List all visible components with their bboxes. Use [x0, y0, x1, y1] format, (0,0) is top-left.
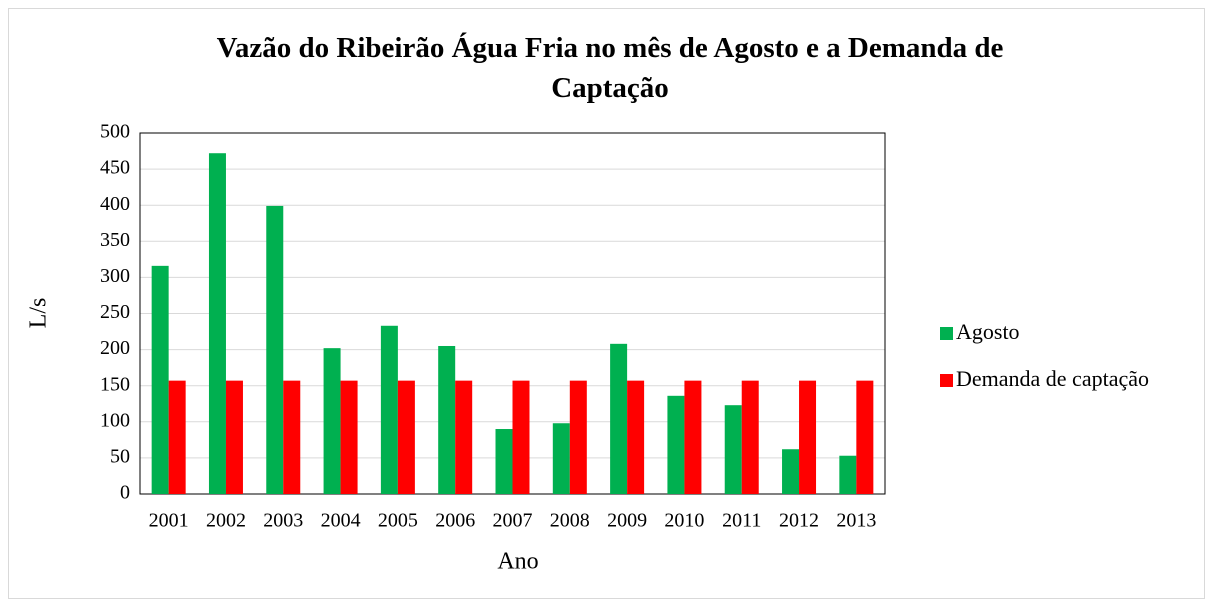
x-tick-label: 2001 [149, 510, 189, 532]
y-tick-label: 0 [120, 482, 130, 504]
bar [151, 265, 169, 494]
bar [438, 345, 456, 494]
y-axis-label: L/s [26, 298, 52, 329]
x-tick-label: 2012 [779, 510, 819, 532]
bar [610, 343, 628, 494]
bar [323, 348, 341, 494]
legend-label: Agosto [956, 319, 1020, 344]
x-tick-label: 2002 [206, 510, 246, 532]
bar [839, 455, 857, 494]
x-tick-label: 2011 [722, 510, 761, 532]
x-axis-label: Ano [497, 549, 538, 575]
y-tick-label: 50 [110, 445, 130, 467]
bar [380, 325, 398, 494]
bar [455, 380, 473, 494]
bar [684, 380, 702, 494]
y-tick-label: 500 [100, 121, 130, 143]
y-tick-label: 450 [100, 157, 130, 179]
bar [168, 380, 186, 494]
x-tick-label: 2007 [493, 510, 533, 532]
y-tick-label: 150 [100, 373, 130, 395]
y-tick-label: 350 [100, 229, 130, 251]
legend-swatch [940, 374, 953, 387]
bar [495, 429, 513, 494]
bar [283, 380, 301, 494]
x-tick-label: 2009 [607, 510, 647, 532]
y-tick-label: 100 [100, 409, 130, 431]
chart-border [8, 8, 1205, 599]
legend-swatch [940, 327, 953, 340]
bar [266, 205, 284, 494]
x-tick-label: 2004 [321, 510, 361, 532]
bar [569, 380, 587, 494]
x-tick-label: 2005 [378, 510, 418, 532]
x-tick-label: 2013 [836, 510, 876, 532]
x-tick-label: 2003 [263, 510, 303, 532]
bar [782, 449, 800, 494]
y-tick-label: 400 [100, 193, 130, 215]
y-tick-label: 250 [100, 301, 130, 323]
x-tick-label: 2010 [664, 510, 704, 532]
bar [856, 380, 874, 494]
bar [208, 153, 226, 494]
x-tick-label: 2008 [550, 510, 590, 532]
bar [724, 405, 742, 494]
legend-label: Demanda de captação [956, 366, 1149, 391]
bar [225, 380, 243, 494]
bar [799, 380, 817, 494]
bar [627, 380, 645, 494]
chart-title: Vazão do Ribeirão Água Fria no mês de Ag… [216, 32, 1004, 104]
bar [741, 380, 759, 494]
bar [397, 380, 415, 494]
bar [667, 395, 685, 494]
bar [340, 380, 358, 494]
bar [552, 423, 570, 494]
y-tick-label: 200 [100, 337, 130, 359]
x-tick-label: 2006 [435, 510, 475, 532]
y-tick-label: 300 [100, 265, 130, 287]
bar [512, 380, 530, 494]
